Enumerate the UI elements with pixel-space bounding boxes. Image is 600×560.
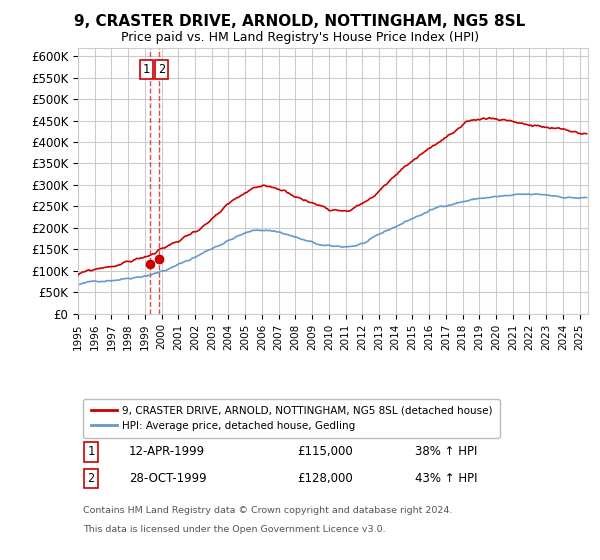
Text: 9, CRASTER DRIVE, ARNOLD, NOTTINGHAM, NG5 8SL: 9, CRASTER DRIVE, ARNOLD, NOTTINGHAM, NG… xyxy=(74,14,526,29)
Text: 1: 1 xyxy=(87,445,94,459)
Text: 2: 2 xyxy=(158,63,166,76)
Legend: 9, CRASTER DRIVE, ARNOLD, NOTTINGHAM, NG5 8SL (detached house), HPI: Average pri: 9, CRASTER DRIVE, ARNOLD, NOTTINGHAM, NG… xyxy=(83,399,500,438)
Text: £115,000: £115,000 xyxy=(297,445,353,459)
Text: 43% ↑ HPI: 43% ↑ HPI xyxy=(415,472,477,485)
Text: 28-OCT-1999: 28-OCT-1999 xyxy=(129,472,206,485)
Text: 38% ↑ HPI: 38% ↑ HPI xyxy=(415,445,477,459)
Text: Price paid vs. HM Land Registry's House Price Index (HPI): Price paid vs. HM Land Registry's House … xyxy=(121,31,479,44)
Text: 1: 1 xyxy=(143,63,150,76)
Text: Contains HM Land Registry data © Crown copyright and database right 2024.: Contains HM Land Registry data © Crown c… xyxy=(83,506,452,515)
Text: This data is licensed under the Open Government Licence v3.0.: This data is licensed under the Open Gov… xyxy=(83,525,386,534)
Text: 2: 2 xyxy=(87,472,94,485)
Text: £128,000: £128,000 xyxy=(297,472,353,485)
Text: 12-APR-1999: 12-APR-1999 xyxy=(129,445,205,459)
